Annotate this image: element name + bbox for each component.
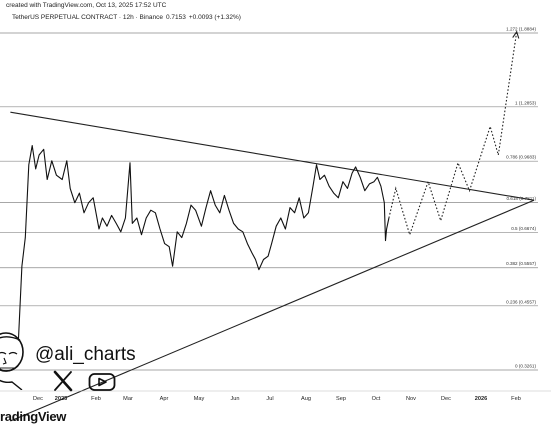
- x-tick-label-12: Dec: [441, 396, 451, 402]
- x-tick-label-2: Feb: [91, 396, 101, 402]
- x-tick-label-11: Nov: [406, 396, 416, 402]
- projection-arrowhead: [512, 30, 520, 39]
- price-change: +0.0093 (+1.32%): [188, 14, 241, 21]
- avatar: [0, 330, 32, 391]
- x-tick-label-0: Dec: [33, 396, 43, 402]
- youtube-icon[interactable]: [88, 372, 116, 392]
- x-tick-label-7: Jul: [266, 396, 273, 402]
- symbol-title: TetherUS PERPETUAL CONTRACT · 12h · Bina…: [12, 14, 163, 21]
- author-handle: @ali_charts: [35, 344, 136, 365]
- last-price: 0.7153: [166, 14, 186, 21]
- x-tick-label-3: Mar: [123, 396, 133, 402]
- fib-label-4: 0.5 (0.6674): [511, 226, 536, 231]
- fib-label-7: 0 (0.3261): [515, 364, 536, 369]
- x-tick-label-9: Sep: [336, 396, 346, 402]
- x-tick-label-6: Jun: [230, 396, 239, 402]
- tradingview-watermark: radingView: [0, 409, 67, 424]
- triangle-upper-trendline: [10, 111, 535, 201]
- created-note: created with TradingView.com, Oct 13, 20…: [6, 2, 167, 9]
- x-tick-label-14: Feb: [511, 396, 521, 402]
- x-tick-label-1: 2025: [55, 396, 67, 402]
- x-logo-icon[interactable]: [52, 370, 74, 392]
- x-tick-label-10: Oct: [372, 396, 381, 402]
- projection-layer: [388, 30, 520, 237]
- symmetrical-triangle-layer: [10, 111, 535, 422]
- fib-label-1: 1 (1.2853): [515, 100, 536, 105]
- avatar-caricature-icon: [0, 332, 24, 391]
- fib-label-0: 1.272 (1.8884): [506, 27, 536, 32]
- x-tick-label-13: 2026: [475, 396, 487, 402]
- symbol-header: TetherUS PERPETUAL CONTRACT · 12h · Bina…: [12, 14, 244, 21]
- projection-path: [388, 31, 518, 237]
- triangle-lower-trendline: [10, 199, 535, 422]
- fib-label-6: 0.236 (0.4557): [506, 299, 536, 304]
- x-tick-label-4: Apr: [160, 396, 169, 402]
- fib-label-5: 0.382 (0.5557): [506, 261, 536, 266]
- x-tick-label-5: May: [194, 396, 205, 402]
- price-line-layer: [17, 145, 390, 341]
- price-series-line: [17, 145, 390, 341]
- x-axis: Dec 2025 Feb Mar Apr May Jun Jul Aug Sep Oct Nov Dec…: [0, 390, 551, 402]
- x-tick-label-8: Aug: [301, 396, 311, 402]
- fib-label-2: 0.786 (0.9683): [506, 155, 536, 160]
